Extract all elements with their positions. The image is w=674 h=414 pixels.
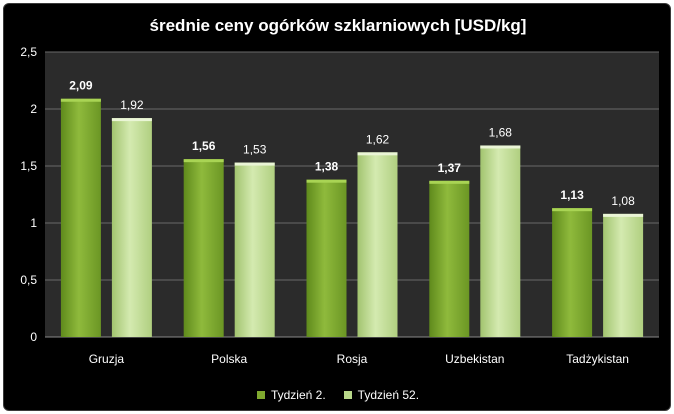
bar-rosja-series-1 xyxy=(306,179,347,337)
y-tick-label: 2 xyxy=(30,102,37,116)
data-label: 1,38 xyxy=(315,160,339,174)
chart-title: średnie ceny ogórków szklarniowych [USD/… xyxy=(149,16,527,35)
value-labels: 2,09 1,92 1,56 1,53 1,38 1,62 1,37 1,68 1,13 1,08 xyxy=(69,79,635,208)
bar-tadżykistan-series-2 xyxy=(603,213,644,337)
y-tick-label: 0,5 xyxy=(20,273,37,287)
y-tick-label: 0 xyxy=(30,330,37,344)
x-tick-label: Polska xyxy=(211,352,247,366)
bar-top-highlight xyxy=(306,179,347,183)
bar-chart: 0 0,5 1 1,5 2 2,5 2,09 1,92 1,56 1,53 1,38 1,62 1,3… xyxy=(20,45,659,366)
bar-uzbekistan-series-2 xyxy=(480,145,521,337)
x-tick-label: Gruzja xyxy=(89,352,125,366)
bar-top-highlight xyxy=(603,213,644,217)
x-axis: Gruzja Polska Rosja Uzbekistan Tadżykistan xyxy=(89,352,629,366)
data-label: 1,37 xyxy=(438,161,462,175)
bar-top-highlight xyxy=(429,180,470,184)
y-axis: 0 0,5 1 1,5 2 2,5 xyxy=(20,45,37,344)
bar-tadżykistan-series-1 xyxy=(552,208,593,337)
bar-top-highlight xyxy=(60,98,101,102)
data-label: 1,13 xyxy=(560,188,584,202)
data-label: 1,53 xyxy=(243,143,267,157)
data-label: 1,62 xyxy=(366,132,390,146)
legend-item-series-1: Tydzień 2. xyxy=(256,388,326,402)
legend-label-series-1: Tydzień 2. xyxy=(270,388,326,402)
bar-top-highlight xyxy=(111,118,152,122)
legend-item-series-2: Tydzień 52. xyxy=(343,388,420,402)
bar-rosja-series-2 xyxy=(357,152,398,337)
chart-frame: średnie ceny ogórków szklarniowych [USD/… xyxy=(3,3,671,411)
bar-top-highlight xyxy=(480,145,521,149)
data-label: 1,56 xyxy=(192,139,216,153)
bar-top-highlight xyxy=(183,159,224,163)
bar-polska-series-2 xyxy=(234,162,275,337)
legend-swatch-series-1 xyxy=(256,391,265,399)
data-label: 2,09 xyxy=(69,79,93,93)
x-tick-label: Rosja xyxy=(337,352,368,366)
bar-polska-series-1 xyxy=(183,159,224,337)
bar-top-highlight xyxy=(552,208,593,212)
bar-top-highlight xyxy=(234,162,275,166)
bar-uzbekistan-series-1 xyxy=(429,180,470,337)
legend: Tydzień 2. Tydzień 52. xyxy=(4,388,670,402)
data-label: 1,08 xyxy=(611,194,635,208)
data-label: 1,92 xyxy=(120,98,144,112)
y-tick-label: 1 xyxy=(30,216,37,230)
bar-gruzja-series-1 xyxy=(60,98,101,338)
x-tick-label: Uzbekistan xyxy=(445,352,504,366)
legend-label-series-2: Tydzień 52. xyxy=(357,388,420,402)
bar-series xyxy=(60,98,644,338)
data-label: 1,68 xyxy=(489,125,513,139)
legend-swatch-series-2 xyxy=(343,391,352,399)
bar-gruzja-series-2 xyxy=(111,118,152,338)
y-tick-label: 2,5 xyxy=(20,45,37,59)
bar-top-highlight xyxy=(357,152,398,156)
x-tick-label: Tadżykistan xyxy=(566,352,629,366)
y-tick-label: 1,5 xyxy=(20,159,37,173)
